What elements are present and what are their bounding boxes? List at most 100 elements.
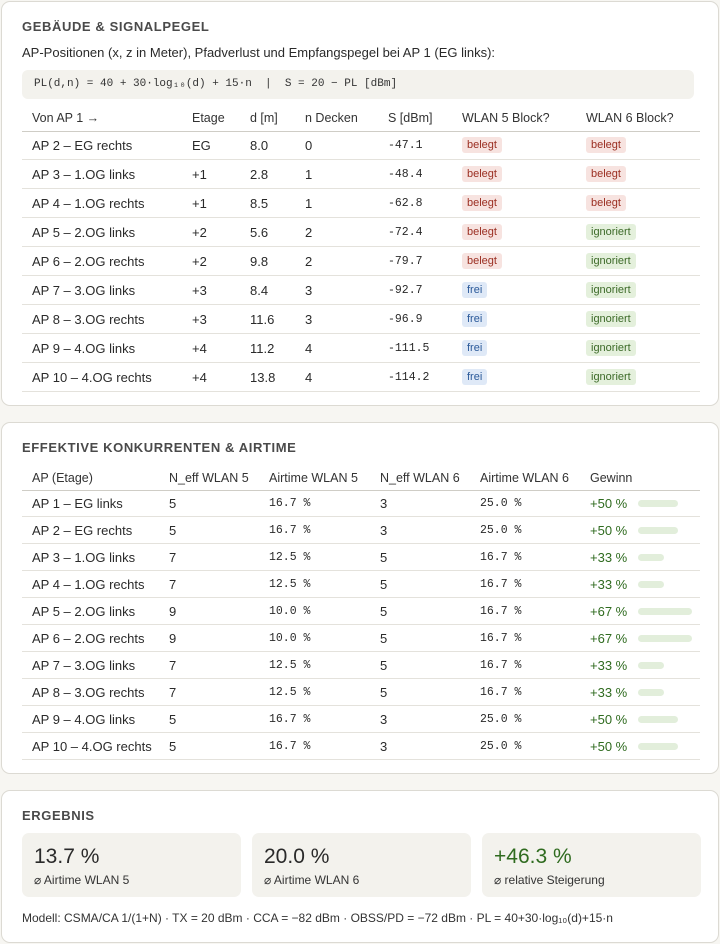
header-cell: S [dBm] (388, 111, 433, 125)
table-cell: AP 6 – 2.OG rechts (32, 630, 145, 646)
table-cell: AP 2 – EG rechts (32, 137, 133, 153)
header-cell: WLAN 6 Block? (586, 111, 674, 125)
table-cell: +1 (192, 195, 207, 211)
table-row: AP 4 – 1.OG rechts 7 12.5 % 5 16.7 % +33 % (22, 571, 700, 598)
header-cell: n Decken (305, 111, 358, 125)
table-cell: 5 (169, 495, 177, 511)
table-cell: AP 10 – 4.OG rechts (32, 369, 152, 385)
gain-bar (638, 635, 692, 642)
header-cell: N_eff WLAN 5 (169, 470, 249, 485)
table-cell: AP 9 – 4.OG links (32, 340, 136, 356)
table-cell: 8.4 (250, 282, 269, 298)
intro: AP-Positionen (x, z in Meter), Pfadverlu… (22, 45, 496, 60)
table-cell: 4 (305, 369, 313, 385)
table-cell: 5.6 (250, 224, 269, 240)
table-cell: 1 (305, 166, 313, 182)
table-cell: +3 (192, 282, 207, 298)
badge-cell: frei (462, 363, 488, 391)
status-badge: belegt (462, 224, 502, 240)
table-row: AP 6 – 2.OG rechts 9 10.0 % 5 16.7 % +67 % (22, 625, 700, 652)
badge-cell: belegt (586, 131, 626, 159)
table-cell: 16.7 % (269, 739, 311, 753)
status-badge: belegt (462, 166, 502, 182)
table-row: AP 9 – 4.OG links +4 11.2 4 -111.5 frei ignori… (22, 334, 700, 363)
table-cell: AP 3 – 1.OG links (32, 549, 136, 565)
table-cell: -79.7 (388, 254, 423, 268)
table-cell: 10.0 % (269, 631, 311, 645)
gain-bar (638, 662, 665, 669)
gain-label: +33 % (590, 576, 628, 592)
gain-label: +67 % (590, 603, 628, 619)
footnote: Modell: CSMA/CA 1/(1+N) · TX = 20 dBm · … (22, 911, 613, 925)
badge-cell: belegt (586, 160, 626, 188)
table-cell: 3 (380, 738, 388, 754)
table-cell: AP 7 – 3.OG links (32, 657, 136, 673)
table-cell: 3 (305, 311, 313, 327)
table-row: AP 4 – 1.OG rechts +1 8.5 1 -62.8 belegt beleg… (22, 189, 700, 218)
result-label: ⌀ relative Steigerung (494, 873, 605, 887)
table-cell: EG (192, 137, 211, 153)
status-badge: ignoriert (586, 311, 636, 327)
table-cell: 5 (169, 738, 177, 754)
gain-bar (638, 608, 692, 615)
table-row: AP 5 – 2.OG links 9 10.0 % 5 16.7 % +67 % (22, 598, 700, 625)
table-header: AP (Etage) N_eff WLAN 5 Airtime WLAN 5 N_ef… (22, 465, 700, 491)
table-cell: 5 (380, 684, 388, 700)
table-cell: 16.7 % (269, 523, 311, 537)
table-cell: AP 6 – 2.OG rechts (32, 253, 145, 269)
gain-bar (638, 581, 665, 588)
status-badge: frei (462, 340, 488, 356)
table-cell: +1 (192, 166, 207, 182)
badge-cell: frei (462, 334, 488, 362)
gain-bar (638, 554, 665, 561)
table-row: AP 2 – EG rechts EG 8.0 0 -47.1 belegt belegt (22, 131, 700, 160)
table-cell: 8.0 (250, 137, 269, 153)
badge-cell: ignoriert (586, 363, 636, 391)
badge-cell: belegt (462, 189, 502, 217)
table-row: AP 8 – 3.OG rechts 7 12.5 % 5 16.7 % +33 % (22, 679, 700, 706)
table-cell: -62.8 (388, 196, 423, 210)
header-cell: WLAN 5 Block? (462, 111, 550, 125)
table-cell: 5 (169, 522, 177, 538)
table-cell: AP 8 – 3.OG rechts (32, 311, 145, 327)
table-cell: 9 (169, 603, 177, 619)
table-cell: 7 (169, 576, 177, 592)
header-cell: Airtime WLAN 6 (480, 470, 569, 485)
table-cell: AP 4 – 1.OG rechts (32, 576, 145, 592)
table-row: AP 6 – 2.OG rechts +2 9.8 2 -79.7 belegt ignor… (22, 247, 700, 276)
table-row: AP 5 – 2.OG links +2 5.6 2 -72.4 belegt ignori… (22, 218, 700, 247)
result-label: ⌀ Airtime WLAN 6 (264, 873, 360, 887)
table-cell: 2.8 (250, 166, 269, 182)
table-cell: 2 (305, 224, 313, 240)
badge-cell: belegt (462, 160, 502, 188)
table-cell: AP 4 – 1.OG rechts (32, 195, 145, 211)
gain-bar (638, 689, 665, 696)
table-cell: -48.4 (388, 167, 423, 181)
table-row: AP 2 – EG rechts 5 16.7 % 3 25.0 % +50 % (22, 517, 700, 544)
table-cell: 3 (380, 522, 388, 538)
table-cell: 5 (380, 549, 388, 565)
table-row: AP 7 – 3.OG links 7 12.5 % 5 16.7 % +33 % (22, 652, 700, 679)
gain-label: +50 % (590, 495, 628, 511)
table-row: AP 10 – 4.OG rechts 5 16.7 % 3 25.0 % +50 % (22, 733, 700, 760)
formula: PL(d,n) = 40 + 30·log₁₀(d) + 15·n | S = … (22, 70, 694, 99)
status-badge: ignoriert (586, 253, 636, 269)
signal-card: GEBÄUDE & SIGNALPEGEL AP-Positionen (x, … (1, 1, 719, 406)
status-badge: belegt (462, 253, 502, 269)
badge-cell: belegt (462, 247, 502, 275)
table-cell: -96.9 (388, 312, 423, 326)
table-cell: +2 (192, 253, 207, 269)
table-cell: 5 (380, 603, 388, 619)
status-badge: ignoriert (586, 369, 636, 385)
table-cell: AP 5 – 2.OG links (32, 224, 136, 240)
table-cell: 7 (169, 684, 177, 700)
gain-bar (638, 743, 678, 750)
gain-label: +33 % (590, 657, 628, 673)
section-title: ERGEBNIS (22, 808, 95, 823)
gain-bar (638, 527, 678, 534)
badge-cell: belegt (586, 189, 626, 217)
status-badge: belegt (462, 137, 502, 153)
table-row: AP 9 – 4.OG links 5 16.7 % 3 25.0 % +50 % (22, 706, 700, 733)
table-cell: 3 (305, 282, 313, 298)
table-cell: 25.0 % (480, 496, 522, 510)
